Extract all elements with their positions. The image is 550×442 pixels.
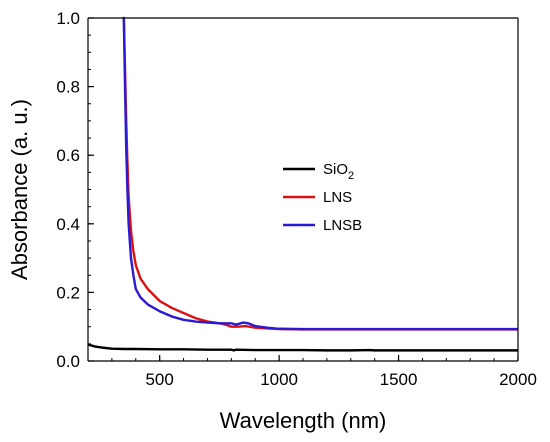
legend-label-main: LNSB bbox=[323, 217, 362, 234]
y-tick-label: 0.2 bbox=[56, 283, 80, 302]
legend-label-subscript: 2 bbox=[348, 170, 354, 182]
x-tick-label: 1500 bbox=[380, 370, 418, 389]
y-tick-label: 0.8 bbox=[56, 78, 80, 97]
x-tick-label: 500 bbox=[145, 370, 173, 389]
plot-area bbox=[88, 16, 518, 352]
y-tick-label: 1.0 bbox=[56, 9, 80, 28]
x-tick-label: 2000 bbox=[499, 370, 537, 389]
legend-label-main: LNS bbox=[323, 189, 352, 206]
legend-label-main: SiO bbox=[323, 161, 348, 178]
legend: SiO2 LNS LNSB bbox=[283, 161, 362, 234]
series-line-sio2 bbox=[88, 343, 518, 352]
y-tick-label: 0.4 bbox=[56, 215, 80, 234]
series-line-lnsb bbox=[122, 16, 518, 331]
series-line-lns bbox=[122, 16, 518, 331]
y-axis-title: Absorbance (a. u.) bbox=[7, 99, 32, 280]
x-tick-label: 1000 bbox=[260, 370, 298, 389]
legend-label-lns: LNS bbox=[323, 189, 352, 206]
legend-label-lnsb: LNSB bbox=[323, 217, 362, 234]
x-axis-title: Wavelength (nm) bbox=[220, 408, 387, 433]
y-tick-label: 0.6 bbox=[56, 146, 80, 165]
legend-label-sio2: SiO2 bbox=[323, 161, 354, 182]
y-tick-label: 0.0 bbox=[56, 352, 80, 371]
axes: 500 1000 1500 2000 0.0 0.2 0.4 0.6 0.8 1.0 bbox=[56, 9, 537, 389]
